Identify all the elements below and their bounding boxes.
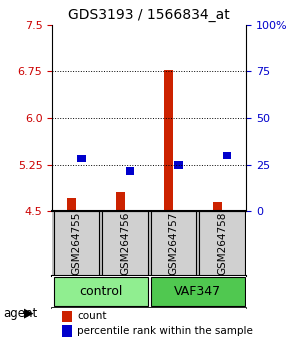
Bar: [62, 325, 72, 337]
Bar: [116, 192, 125, 211]
Text: GSM264755: GSM264755: [72, 212, 81, 275]
Bar: [126, 167, 134, 175]
Bar: [223, 152, 231, 159]
Bar: [213, 202, 222, 211]
FancyBboxPatch shape: [151, 211, 196, 276]
Text: agent: agent: [3, 307, 37, 320]
FancyBboxPatch shape: [151, 277, 245, 306]
Text: VAF347: VAF347: [174, 285, 222, 298]
Text: count: count: [77, 312, 107, 321]
Text: percentile rank within the sample: percentile rank within the sample: [77, 326, 253, 336]
Text: ▶: ▶: [24, 307, 33, 320]
FancyBboxPatch shape: [54, 211, 99, 276]
Text: GSM264756: GSM264756: [120, 212, 130, 275]
Bar: [164, 70, 173, 211]
FancyBboxPatch shape: [102, 211, 148, 276]
Text: control: control: [79, 285, 122, 298]
Bar: [62, 311, 72, 322]
Bar: [67, 198, 76, 211]
Text: GSM264758: GSM264758: [217, 212, 227, 275]
FancyBboxPatch shape: [200, 211, 245, 276]
Bar: [174, 161, 183, 169]
FancyBboxPatch shape: [54, 277, 148, 306]
Bar: [77, 155, 86, 162]
Title: GDS3193 / 1566834_at: GDS3193 / 1566834_at: [68, 8, 230, 22]
Text: GSM264757: GSM264757: [169, 212, 179, 275]
